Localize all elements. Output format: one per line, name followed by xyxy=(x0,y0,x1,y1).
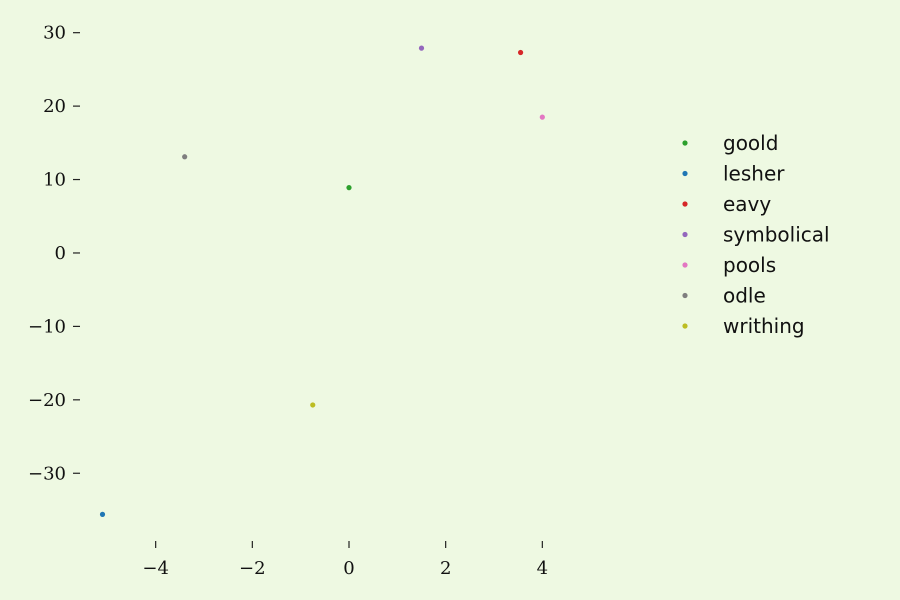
x-axis: −4 −2 0 2 4 xyxy=(142,541,548,579)
legend-label-pools: pools xyxy=(723,253,776,277)
data-point-writhing xyxy=(310,402,316,408)
y-tick-label: 10 xyxy=(43,170,66,191)
data-point-eavy xyxy=(517,49,524,56)
legend-marker-lesher xyxy=(682,170,688,177)
y-tick-label: 20 xyxy=(43,96,66,117)
data-point-lesher xyxy=(99,511,106,517)
legend-marker-goold xyxy=(682,140,688,146)
y-tick-label: 30 xyxy=(43,23,66,44)
legend-label-symbolical: symbolical xyxy=(723,223,830,247)
legend-marker-symbolical xyxy=(682,231,688,238)
y-tick-label: −10 xyxy=(28,316,66,337)
y-tick-label: 0 xyxy=(55,243,66,264)
x-tick-label: −2 xyxy=(239,558,266,579)
y-tick-label: −20 xyxy=(28,390,66,411)
legend-label-lesher: lesher xyxy=(723,162,785,186)
legend-marker-writhing xyxy=(682,323,688,329)
legend-label-odle: odle xyxy=(723,284,766,308)
data-point-symbolical xyxy=(418,45,425,51)
legend: goold lesher eavy symbolical pools odle writhi… xyxy=(682,131,830,338)
y-tick-label: −30 xyxy=(28,463,66,484)
legend-label-goold: goold xyxy=(723,131,778,155)
y-axis: −30 −20 −10 0 10 20 30 xyxy=(28,23,80,484)
x-tick-label: 0 xyxy=(343,558,354,579)
x-tick-label: −4 xyxy=(142,558,169,579)
x-tick-label: 2 xyxy=(440,558,451,579)
legend-marker-pools xyxy=(682,262,688,268)
x-tick-label: 4 xyxy=(537,558,548,579)
legend-label-eavy: eavy xyxy=(723,192,771,216)
data-point-pools xyxy=(539,114,545,120)
data-points xyxy=(99,45,545,517)
data-point-goold xyxy=(346,185,352,191)
data-point-odle xyxy=(182,154,188,160)
legend-label-writhing: writhing xyxy=(723,314,805,338)
legend-marker-eavy xyxy=(682,201,688,207)
legend-marker-odle xyxy=(682,292,688,299)
